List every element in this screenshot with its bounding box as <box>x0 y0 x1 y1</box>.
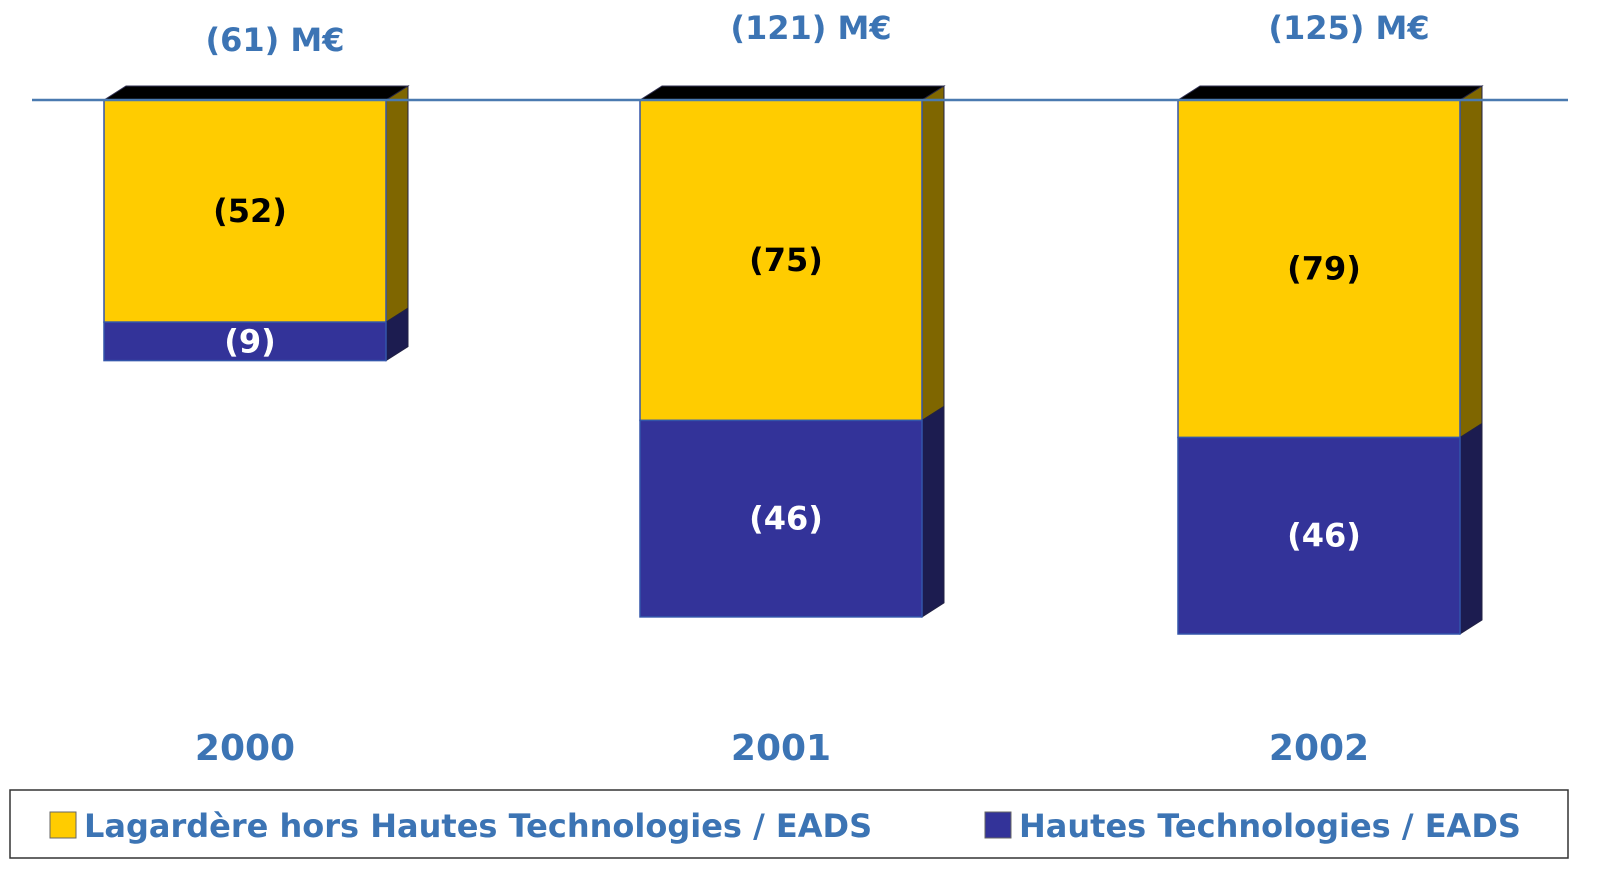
value-label: (46) <box>1287 517 1361 555</box>
total-label: (61) M€ <box>205 21 344 59</box>
legend-label: Hautes Technologies / EADS <box>1019 807 1521 845</box>
bar-side <box>1459 85 1483 439</box>
bar <box>103 321 387 362</box>
bar-top <box>102 85 410 101</box>
bar-top <box>638 85 946 101</box>
bar <box>1177 99 1461 439</box>
total-label: (121) M€ <box>730 9 891 47</box>
value-label: (79) <box>1287 250 1361 288</box>
bar-side <box>1459 422 1483 635</box>
bar <box>1177 436 1461 635</box>
legend-box <box>9 789 1569 859</box>
bar <box>639 419 923 618</box>
bar <box>103 99 387 323</box>
value-label: (9) <box>224 322 276 360</box>
legend-label: Lagardère hors Hautes Technologies / EAD… <box>84 807 872 845</box>
bar-side <box>921 405 945 618</box>
value-label: (52) <box>213 192 287 230</box>
value-label: (46) <box>749 500 823 538</box>
total-label: (125) M€ <box>1268 9 1429 47</box>
legend-swatch <box>49 811 77 839</box>
value-label: (75) <box>749 241 823 279</box>
x-tick-label: 2000 <box>195 728 295 769</box>
bar <box>639 99 923 422</box>
bar-side <box>921 85 945 422</box>
legend-swatch <box>984 811 1012 839</box>
bar-top <box>1176 85 1484 101</box>
x-tick-label: 2001 <box>731 728 831 769</box>
bar-side <box>385 85 409 324</box>
x-tick-label: 2002 <box>1269 728 1369 769</box>
